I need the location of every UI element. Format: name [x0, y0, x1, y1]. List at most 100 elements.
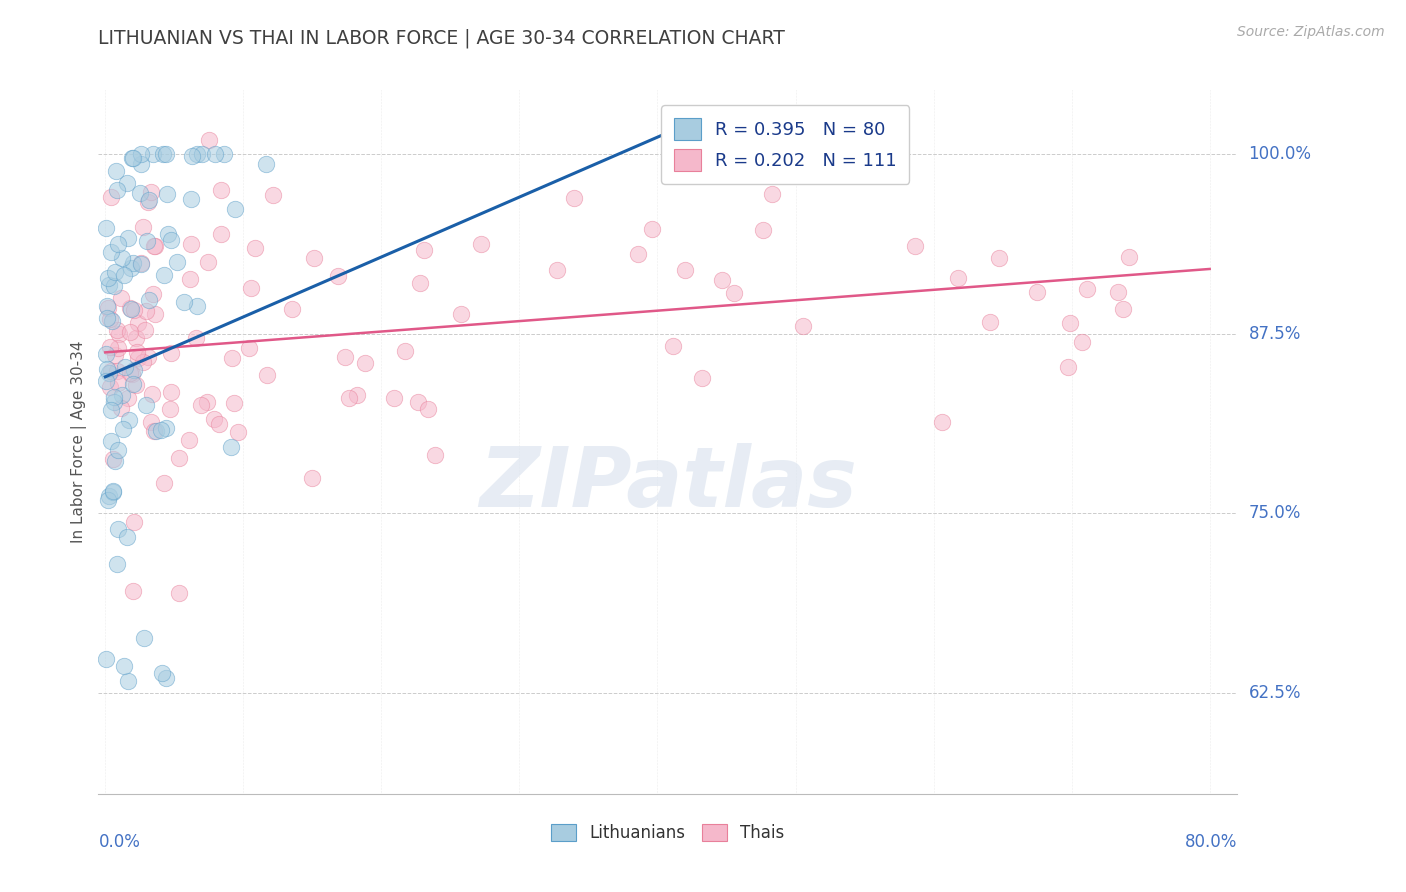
Point: [394, 343, 416, 358]
Point: [97, 489, 120, 503]
Point: [382, 391, 405, 405]
Point: [281, 302, 304, 317]
Point: [118, 413, 141, 427]
Point: [157, 227, 180, 241]
Point: [208, 417, 231, 432]
Point: [100, 403, 122, 417]
Point: [139, 185, 162, 199]
Point: [353, 357, 375, 371]
Text: ZIPatlas: ZIPatlas: [479, 443, 856, 524]
Point: [136, 195, 159, 210]
Point: [711, 273, 734, 287]
Point: [904, 238, 927, 252]
Point: [107, 443, 129, 458]
Point: [122, 377, 145, 392]
Point: [153, 476, 176, 491]
Point: [1056, 359, 1078, 374]
Point: [222, 396, 245, 410]
Point: [110, 291, 132, 305]
Point: [98, 380, 121, 394]
Point: [931, 415, 953, 429]
Point: [100, 434, 122, 449]
Point: [104, 164, 127, 178]
Point: [107, 341, 129, 355]
Point: [97, 271, 120, 285]
Point: [96, 299, 118, 313]
Point: [107, 237, 129, 252]
Point: [256, 368, 278, 383]
Point: [662, 339, 685, 353]
Point: [104, 454, 127, 468]
Text: 100.0%: 100.0%: [1249, 145, 1312, 163]
Point: [107, 376, 129, 390]
Point: [224, 202, 246, 217]
Point: [122, 256, 145, 270]
Point: [690, 371, 713, 385]
Point: [221, 351, 243, 365]
Point: [301, 471, 323, 485]
Point: [110, 401, 132, 415]
Point: [100, 245, 122, 260]
Point: [135, 398, 157, 412]
Point: [105, 364, 128, 378]
Point: [103, 265, 125, 279]
Point: [412, 243, 434, 257]
Point: [111, 422, 134, 436]
Point: [118, 325, 141, 339]
Point: [198, 132, 221, 146]
Point: [152, 268, 174, 282]
Point: [173, 295, 195, 310]
Point: [155, 421, 177, 435]
Point: [120, 366, 142, 380]
Point: [115, 530, 138, 544]
Point: [132, 631, 155, 645]
Point: [245, 242, 267, 256]
Point: [752, 223, 775, 237]
Point: [197, 254, 219, 268]
Point: [761, 186, 783, 201]
Point: [1118, 250, 1140, 264]
Point: [96, 651, 118, 665]
Point: [134, 323, 156, 337]
Point: [125, 377, 148, 392]
Text: 80.0%: 80.0%: [1185, 833, 1237, 851]
Point: [121, 151, 143, 165]
Point: [103, 390, 125, 404]
Point: [239, 280, 262, 294]
Legend: Lithuanians, Thais: Lithuanians, Thais: [544, 817, 792, 849]
Point: [346, 388, 368, 402]
Text: 75.0%: 75.0%: [1249, 505, 1301, 523]
Point: [122, 363, 145, 377]
Point: [103, 395, 125, 409]
Point: [209, 227, 232, 242]
Point: [100, 314, 122, 328]
Point: [125, 331, 148, 345]
Point: [214, 147, 236, 161]
Point: [337, 392, 360, 406]
Point: [105, 323, 128, 337]
Point: [160, 233, 183, 247]
Point: [219, 440, 242, 454]
Point: [792, 319, 814, 334]
Point: [98, 311, 121, 326]
Point: [226, 425, 249, 439]
Point: [191, 147, 214, 161]
Point: [145, 425, 167, 439]
Point: [326, 268, 349, 283]
Point: [121, 152, 143, 166]
Point: [101, 451, 124, 466]
Point: [120, 261, 142, 276]
Point: [97, 366, 120, 380]
Point: [156, 186, 179, 201]
Point: [103, 484, 125, 499]
Point: [124, 302, 146, 317]
Point: [108, 326, 131, 341]
Point: [160, 385, 183, 400]
Point: [1076, 282, 1098, 296]
Point: [180, 192, 202, 206]
Point: [105, 557, 128, 571]
Point: [167, 450, 190, 465]
Point: [141, 387, 163, 401]
Point: [627, 247, 650, 261]
Point: [202, 412, 225, 426]
